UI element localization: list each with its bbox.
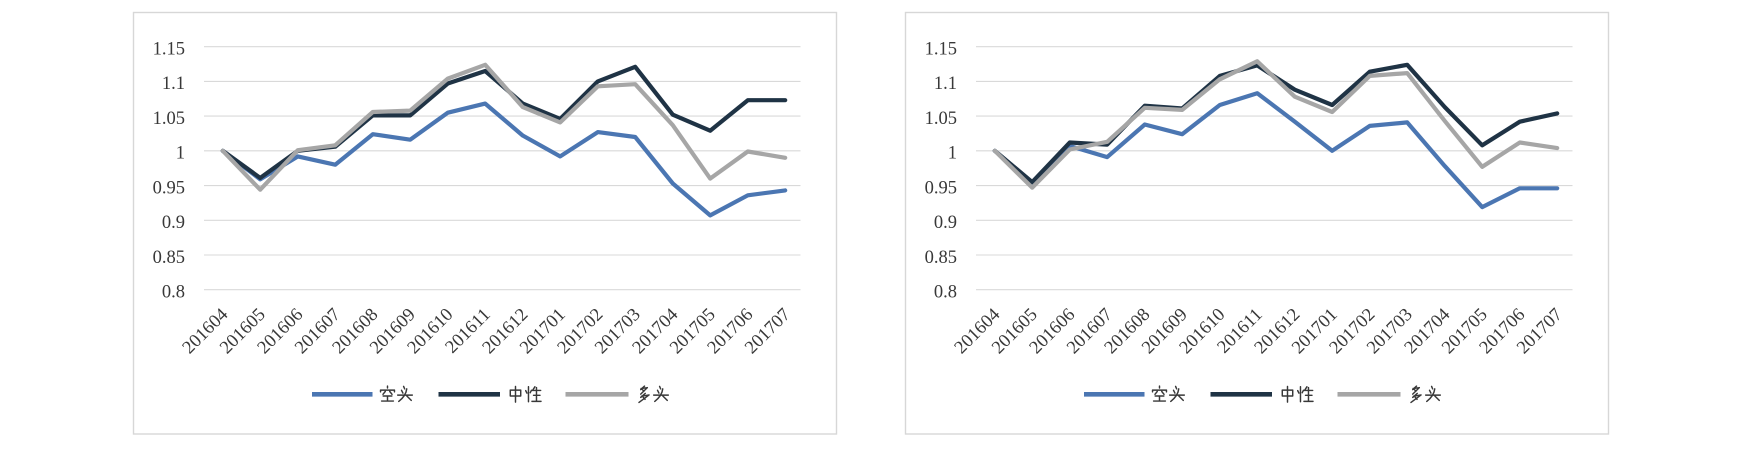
svg-text:0.9: 0.9 xyxy=(162,213,185,233)
svg-text:1.1: 1.1 xyxy=(934,74,957,94)
svg-text:1: 1 xyxy=(176,144,185,164)
svg-text:0.8: 0.8 xyxy=(162,283,185,303)
svg-text:0.95: 0.95 xyxy=(925,178,957,198)
svg-text:0.85: 0.85 xyxy=(153,248,185,268)
svg-text:0.85: 0.85 xyxy=(925,248,957,268)
svg-text:1.1: 1.1 xyxy=(162,74,185,94)
svg-text:1: 1 xyxy=(948,144,957,164)
svg-text:1.05: 1.05 xyxy=(925,109,957,129)
svg-text:1.15: 1.15 xyxy=(925,40,957,60)
svg-text:0.9: 0.9 xyxy=(934,213,957,233)
svg-text:0.8: 0.8 xyxy=(934,283,957,303)
svg-text:0.95: 0.95 xyxy=(153,178,185,198)
svg-text:1.05: 1.05 xyxy=(153,109,185,129)
svg-text:1.15: 1.15 xyxy=(153,40,185,60)
